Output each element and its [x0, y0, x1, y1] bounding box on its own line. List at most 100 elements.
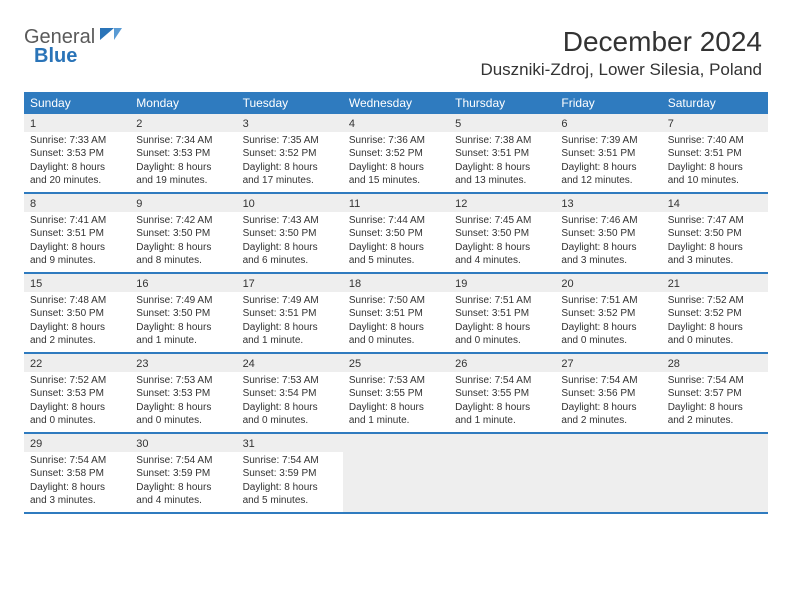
day-info-line: Daylight: 8 hours — [561, 241, 655, 255]
day-info-line: Sunrise: 7:54 AM — [30, 454, 124, 468]
day-info-line: Sunset: 3:56 PM — [561, 387, 655, 401]
day-body: Sunrise: 7:39 AMSunset: 3:51 PMDaylight:… — [555, 132, 661, 192]
day-info-line: Sunrise: 7:43 AM — [243, 214, 337, 228]
day-info-line: and 17 minutes. — [243, 174, 337, 188]
day-number: 14 — [662, 194, 768, 212]
day-info-line: Daylight: 8 hours — [243, 241, 337, 255]
day-info-line: Sunrise: 7:50 AM — [349, 294, 443, 308]
day-body: Sunrise: 7:41 AMSunset: 3:51 PMDaylight:… — [24, 212, 130, 272]
day-info-line: Sunrise: 7:35 AM — [243, 134, 337, 148]
calendar-day-cell: 5Sunrise: 7:38 AMSunset: 3:51 PMDaylight… — [449, 114, 555, 192]
day-info-line: Sunrise: 7:53 AM — [243, 374, 337, 388]
day-number: 3 — [237, 114, 343, 132]
day-info-line: and 5 minutes. — [243, 494, 337, 508]
day-number: 1 — [24, 114, 130, 132]
day-info-line: Daylight: 8 hours — [30, 241, 124, 255]
day-info-line: Sunrise: 7:54 AM — [561, 374, 655, 388]
day-info-line: and 1 minute. — [455, 414, 549, 428]
day-info-line: Sunrise: 7:51 AM — [455, 294, 549, 308]
calendar-day-cell: 17Sunrise: 7:49 AMSunset: 3:51 PMDayligh… — [237, 274, 343, 352]
day-info-line: Sunset: 3:53 PM — [136, 147, 230, 161]
day-info-line: and 1 minute. — [136, 334, 230, 348]
day-info-line: Sunrise: 7:48 AM — [30, 294, 124, 308]
day-number: 28 — [662, 354, 768, 372]
day-body: Sunrise: 7:33 AMSunset: 3:53 PMDaylight:… — [24, 132, 130, 192]
day-info-line: Daylight: 8 hours — [30, 481, 124, 495]
day-info-line: Daylight: 8 hours — [243, 321, 337, 335]
day-number: 20 — [555, 274, 661, 292]
day-info-line: and 2 minutes. — [668, 414, 762, 428]
day-info-line: Sunset: 3:55 PM — [349, 387, 443, 401]
day-body: Sunrise: 7:49 AMSunset: 3:50 PMDaylight:… — [130, 292, 236, 352]
day-info-line: Daylight: 8 hours — [30, 401, 124, 415]
day-body: Sunrise: 7:35 AMSunset: 3:52 PMDaylight:… — [237, 132, 343, 192]
day-number: 12 — [449, 194, 555, 212]
day-info-line: Daylight: 8 hours — [668, 401, 762, 415]
calendar-day-cell: 20 Sunrise: 7:51 AMSunset: 3:52 PMDayligh… — [555, 274, 661, 352]
day-body: Sunrise: 7:54 AMSunset: 3:55 PMDaylight:… — [449, 372, 555, 432]
day-info-line: Sunset: 3:59 PM — [243, 467, 337, 481]
calendar-day-cell: 29Sunrise: 7:54 AMSunset: 3:58 PMDayligh… — [24, 434, 130, 512]
day-info-line: Sunrise: 7:54 AM — [136, 454, 230, 468]
day-number: 9 — [130, 194, 236, 212]
day-number: 15 — [24, 274, 130, 292]
day-info-line: Sunrise: 7:51 AM — [561, 294, 655, 308]
day-body: Sunrise: 7:45 AMSunset: 3:50 PMDaylight:… — [449, 212, 555, 272]
day-info-line: Daylight: 8 hours — [243, 401, 337, 415]
calendar-day-cell: 6Sunrise: 7:39 AMSunset: 3:51 PMDaylight… — [555, 114, 661, 192]
day-info-line: Daylight: 8 hours — [136, 241, 230, 255]
day-number: 26 — [449, 354, 555, 372]
calendar-day-cell — [555, 434, 661, 512]
calendar-day-cell: 24Sunrise: 7:53 AMSunset: 3:54 PMDayligh… — [237, 354, 343, 432]
day-body: Sunrise: 7:53 AMSunset: 3:55 PMDaylight:… — [343, 372, 449, 432]
day-body: Sunrise: 7:54 AMSunset: 3:59 PMDaylight:… — [237, 452, 343, 512]
day-info-line: Daylight: 8 hours — [668, 161, 762, 175]
day-info-line: Sunset: 3:50 PM — [136, 307, 230, 321]
day-number: 30 — [130, 434, 236, 452]
day-number: 13 — [555, 194, 661, 212]
calendar-week-row: 1Sunrise: 7:33 AMSunset: 3:53 PMDaylight… — [24, 114, 768, 194]
day-body: Sunrise: 7:47 AMSunset: 3:50 PMDaylight:… — [662, 212, 768, 272]
day-info-line: and 0 minutes. — [136, 414, 230, 428]
day-info-line: Daylight: 8 hours — [668, 241, 762, 255]
day-info-line: and 2 minutes. — [30, 334, 124, 348]
day-info-line: and 0 minutes. — [561, 334, 655, 348]
day-body: Sunrise: 7:54 AMSunset: 3:56 PMDaylight:… — [555, 372, 661, 432]
day-info-line: and 19 minutes. — [136, 174, 230, 188]
day-info-line: and 6 minutes. — [243, 254, 337, 268]
day-number: 21 — [662, 274, 768, 292]
calendar-day-cell: 28Sunrise: 7:54 AMSunset: 3:57 PMDayligh… — [662, 354, 768, 432]
day-info-line: Sunrise: 7:38 AM — [455, 134, 549, 148]
day-info-line: Sunrise: 7:41 AM — [30, 214, 124, 228]
day-info-line: Sunrise: 7:34 AM — [136, 134, 230, 148]
day-info-line: Daylight: 8 hours — [136, 401, 230, 415]
day-info-line: Sunrise: 7:42 AM — [136, 214, 230, 228]
day-body: Sunrise: 7:52 AMSunset: 3:53 PMDaylight:… — [24, 372, 130, 432]
day-info-line: Sunset: 3:52 PM — [561, 307, 655, 321]
day-info-line: Daylight: 8 hours — [561, 321, 655, 335]
day-number: 4 — [343, 114, 449, 132]
calendar-day-cell: 23Sunrise: 7:53 AMSunset: 3:53 PMDayligh… — [130, 354, 236, 432]
calendar-header-cell: Sunday — [24, 92, 130, 114]
day-info-line: Sunset: 3:50 PM — [30, 307, 124, 321]
day-info-line: and 5 minutes. — [349, 254, 443, 268]
day-body: Sunrise: 7:38 AMSunset: 3:51 PMDaylight:… — [449, 132, 555, 192]
page-title: December 2024 — [563, 26, 762, 58]
page-subtitle: Duszniki-Zdroj, Lower Silesia, Poland — [480, 60, 762, 80]
logo: General Blue — [24, 26, 95, 68]
day-info-line: Daylight: 8 hours — [455, 321, 549, 335]
day-info-line: Sunset: 3:50 PM — [668, 227, 762, 241]
day-body: Sunrise: 7:52 AMSunset: 3:52 PMDaylight:… — [662, 292, 768, 352]
day-body: Sunrise: 7:51 AMSunset: 3:51 PMDaylight:… — [449, 292, 555, 352]
day-info-line: Daylight: 8 hours — [561, 401, 655, 415]
day-info-line: Sunset: 3:53 PM — [136, 387, 230, 401]
day-body: Sunrise: 7:53 AMSunset: 3:54 PMDaylight:… — [237, 372, 343, 432]
calendar-day-cell: 27Sunrise: 7:54 AMSunset: 3:56 PMDayligh… — [555, 354, 661, 432]
day-info-line: Daylight: 8 hours — [30, 321, 124, 335]
day-info-line: Daylight: 8 hours — [136, 161, 230, 175]
day-number: 2 — [130, 114, 236, 132]
day-number: 29 — [24, 434, 130, 452]
day-info-line: Sunrise: 7:45 AM — [455, 214, 549, 228]
day-info-line: Sunset: 3:55 PM — [455, 387, 549, 401]
calendar-day-cell: 31Sunrise: 7:54 AMSunset: 3:59 PMDayligh… — [237, 434, 343, 512]
